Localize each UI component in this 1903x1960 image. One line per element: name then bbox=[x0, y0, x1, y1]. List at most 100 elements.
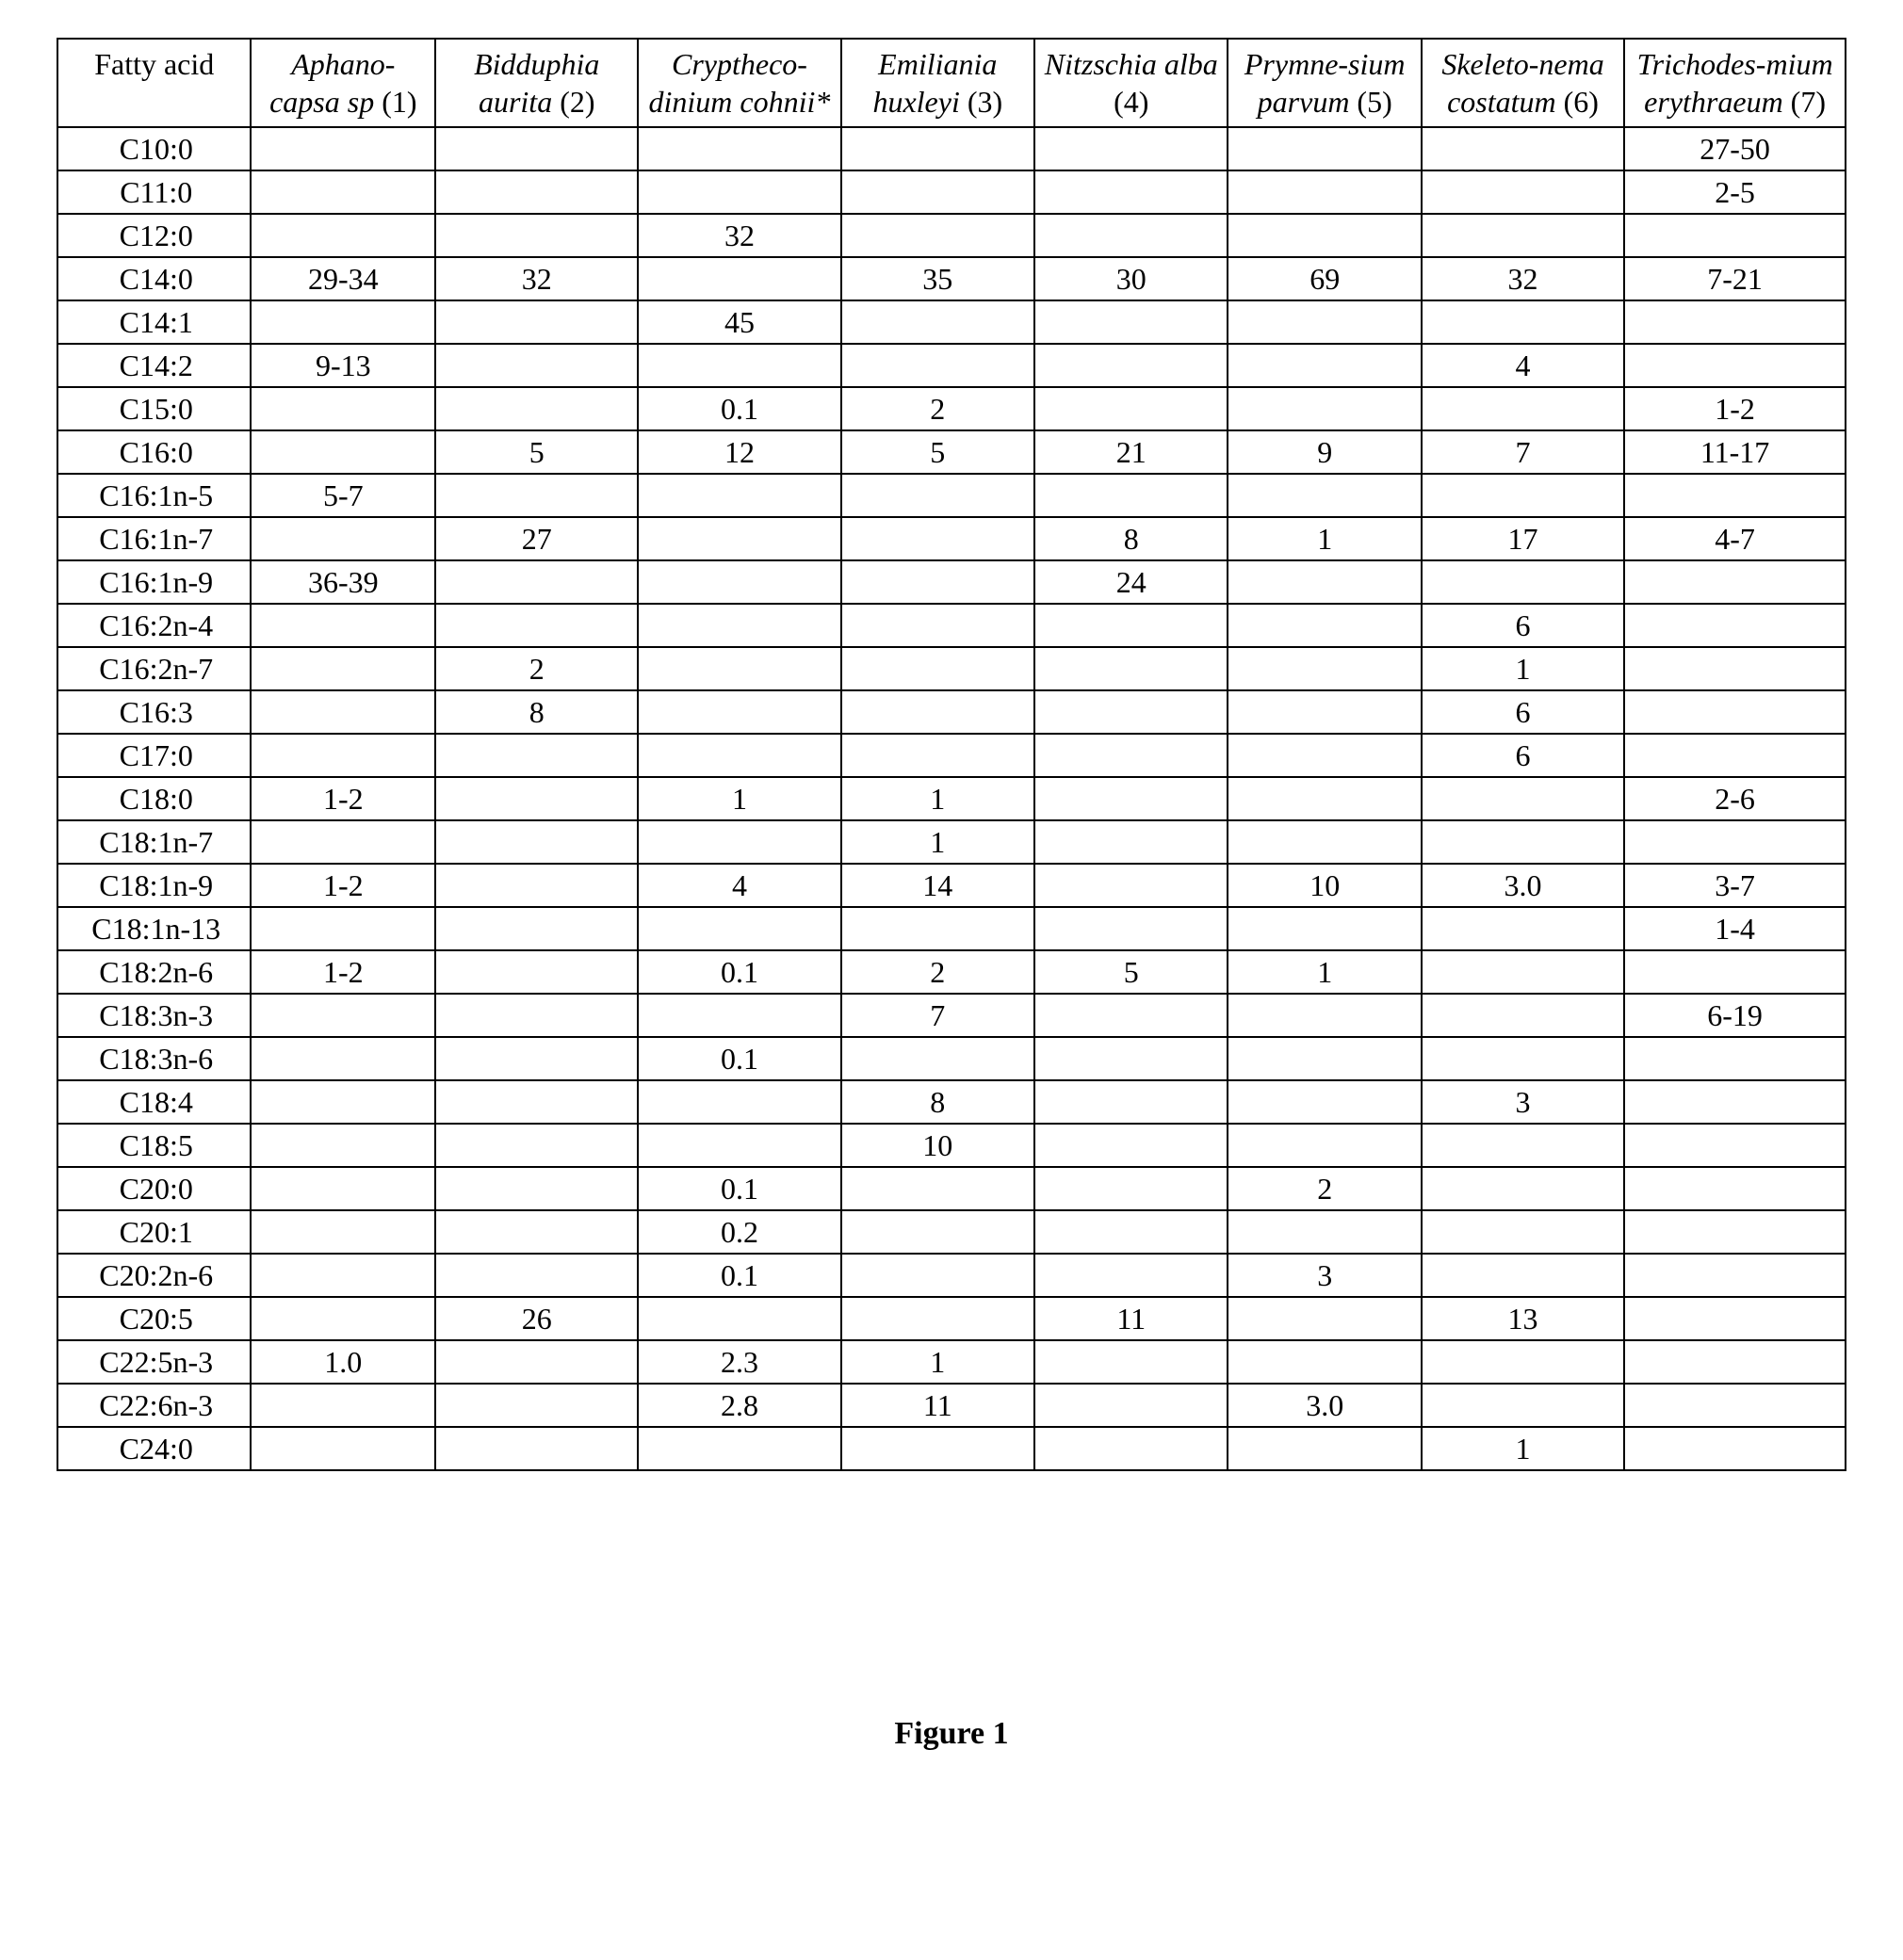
table-cell bbox=[638, 560, 840, 604]
row-label: C11:0 bbox=[57, 170, 251, 214]
row-label: C16:3 bbox=[57, 690, 251, 734]
table-cell bbox=[1228, 300, 1421, 344]
table-cell: 3-7 bbox=[1624, 864, 1846, 907]
table-cell bbox=[1034, 820, 1228, 864]
table-row: C18:1n-91-2414103.03-7 bbox=[57, 864, 1846, 907]
table-cell bbox=[1034, 690, 1228, 734]
table-row: C16:1n-55-7 bbox=[57, 474, 1846, 517]
table-cell bbox=[251, 907, 435, 950]
table-cell bbox=[435, 1254, 638, 1297]
table-cell: 21 bbox=[1034, 430, 1228, 474]
table-cell bbox=[638, 734, 840, 777]
table-cell bbox=[1624, 214, 1846, 257]
table-cell bbox=[1034, 1037, 1228, 1080]
table-cell bbox=[1228, 1340, 1421, 1384]
table-cell: 2 bbox=[841, 387, 1034, 430]
table-cell bbox=[638, 474, 840, 517]
row-label: C18:3n-6 bbox=[57, 1037, 251, 1080]
table-cell bbox=[1034, 994, 1228, 1037]
table-cell: 69 bbox=[1228, 257, 1421, 300]
table-cell bbox=[1422, 1037, 1624, 1080]
row-label: C22:6n-3 bbox=[57, 1384, 251, 1427]
table-cell bbox=[1624, 1427, 1846, 1470]
table-cell bbox=[1034, 344, 1228, 387]
table-row: C16:2n-721 bbox=[57, 647, 1846, 690]
col-header-aphanocapsa: Aphano-capsa sp (1) bbox=[251, 39, 435, 127]
table-cell bbox=[841, 1297, 1034, 1340]
table-cell bbox=[1034, 864, 1228, 907]
table-row: C14:29-134 bbox=[57, 344, 1846, 387]
row-label: C16:0 bbox=[57, 430, 251, 474]
header-suffix: (2) bbox=[552, 85, 594, 119]
col-header-emiliania: Emiliania huxleyi (3) bbox=[841, 39, 1034, 127]
table-cell bbox=[435, 1037, 638, 1080]
table-cell bbox=[638, 907, 840, 950]
table-cell: 2 bbox=[435, 647, 638, 690]
table-cell bbox=[435, 864, 638, 907]
row-label: C16:1n-9 bbox=[57, 560, 251, 604]
table-cell bbox=[435, 1427, 638, 1470]
table-cell bbox=[251, 1080, 435, 1124]
table-cell: 1 bbox=[1228, 950, 1421, 994]
table-cell bbox=[435, 127, 638, 170]
table-cell: 1-2 bbox=[251, 950, 435, 994]
table-cell: 12 bbox=[638, 430, 840, 474]
table-cell: 32 bbox=[638, 214, 840, 257]
table-cell bbox=[1034, 647, 1228, 690]
table-row: C18:1n-71 bbox=[57, 820, 1846, 864]
table-row: C24:01 bbox=[57, 1427, 1846, 1470]
table-cell: 9-13 bbox=[251, 344, 435, 387]
table-cell: 0.2 bbox=[638, 1210, 840, 1254]
table-cell bbox=[1228, 777, 1421, 820]
table-cell: 2.8 bbox=[638, 1384, 840, 1427]
row-label: C18:0 bbox=[57, 777, 251, 820]
table-row: C11:0 2-5 bbox=[57, 170, 1846, 214]
table-cell: 3 bbox=[1228, 1254, 1421, 1297]
table-cell bbox=[1422, 777, 1624, 820]
table-cell bbox=[1228, 994, 1421, 1037]
table-cell: 2-5 bbox=[1624, 170, 1846, 214]
table-cell bbox=[435, 1384, 638, 1427]
table-cell: 1.0 bbox=[251, 1340, 435, 1384]
table-row: C20:10.2 bbox=[57, 1210, 1846, 1254]
table-cell bbox=[435, 1124, 638, 1167]
table-cell: 3 bbox=[1422, 1080, 1624, 1124]
table-cell bbox=[1422, 907, 1624, 950]
table-cell bbox=[1034, 604, 1228, 647]
row-label: C16:2n-4 bbox=[57, 604, 251, 647]
table-cell: 32 bbox=[435, 257, 638, 300]
table-cell: 4 bbox=[1422, 344, 1624, 387]
table-cell bbox=[251, 1384, 435, 1427]
table-cell bbox=[1624, 474, 1846, 517]
row-label: C16:1n-7 bbox=[57, 517, 251, 560]
row-label: C12:0 bbox=[57, 214, 251, 257]
table-cell: 0.1 bbox=[638, 1037, 840, 1080]
table-cell: 10 bbox=[841, 1124, 1034, 1167]
table-cell bbox=[638, 1080, 840, 1124]
table-cell bbox=[841, 1210, 1034, 1254]
table-cell: 4 bbox=[638, 864, 840, 907]
table-cell: 27-50 bbox=[1624, 127, 1846, 170]
table-cell bbox=[1624, 690, 1846, 734]
table-row: C12:0 32 bbox=[57, 214, 1846, 257]
table-cell bbox=[841, 1427, 1034, 1470]
table-cell bbox=[1422, 950, 1624, 994]
row-label: C18:3n-3 bbox=[57, 994, 251, 1037]
table-cell bbox=[1624, 1124, 1846, 1167]
table-cell: 36-39 bbox=[251, 560, 435, 604]
table-cell bbox=[1624, 950, 1846, 994]
table-cell: 6 bbox=[1422, 604, 1624, 647]
table-cell: 8 bbox=[1034, 517, 1228, 560]
table-cell bbox=[1422, 474, 1624, 517]
table-cell: 0.1 bbox=[638, 950, 840, 994]
table-cell bbox=[1228, 560, 1421, 604]
table-cell bbox=[841, 1167, 1034, 1210]
table-cell: 8 bbox=[841, 1080, 1034, 1124]
table-cell bbox=[251, 214, 435, 257]
table-cell bbox=[251, 1254, 435, 1297]
table-cell: 1 bbox=[1422, 647, 1624, 690]
header-suffix: (1) bbox=[374, 85, 416, 119]
col-header-fatty-acid: Fatty acid bbox=[57, 39, 251, 127]
table-cell bbox=[435, 950, 638, 994]
table-cell bbox=[841, 647, 1034, 690]
